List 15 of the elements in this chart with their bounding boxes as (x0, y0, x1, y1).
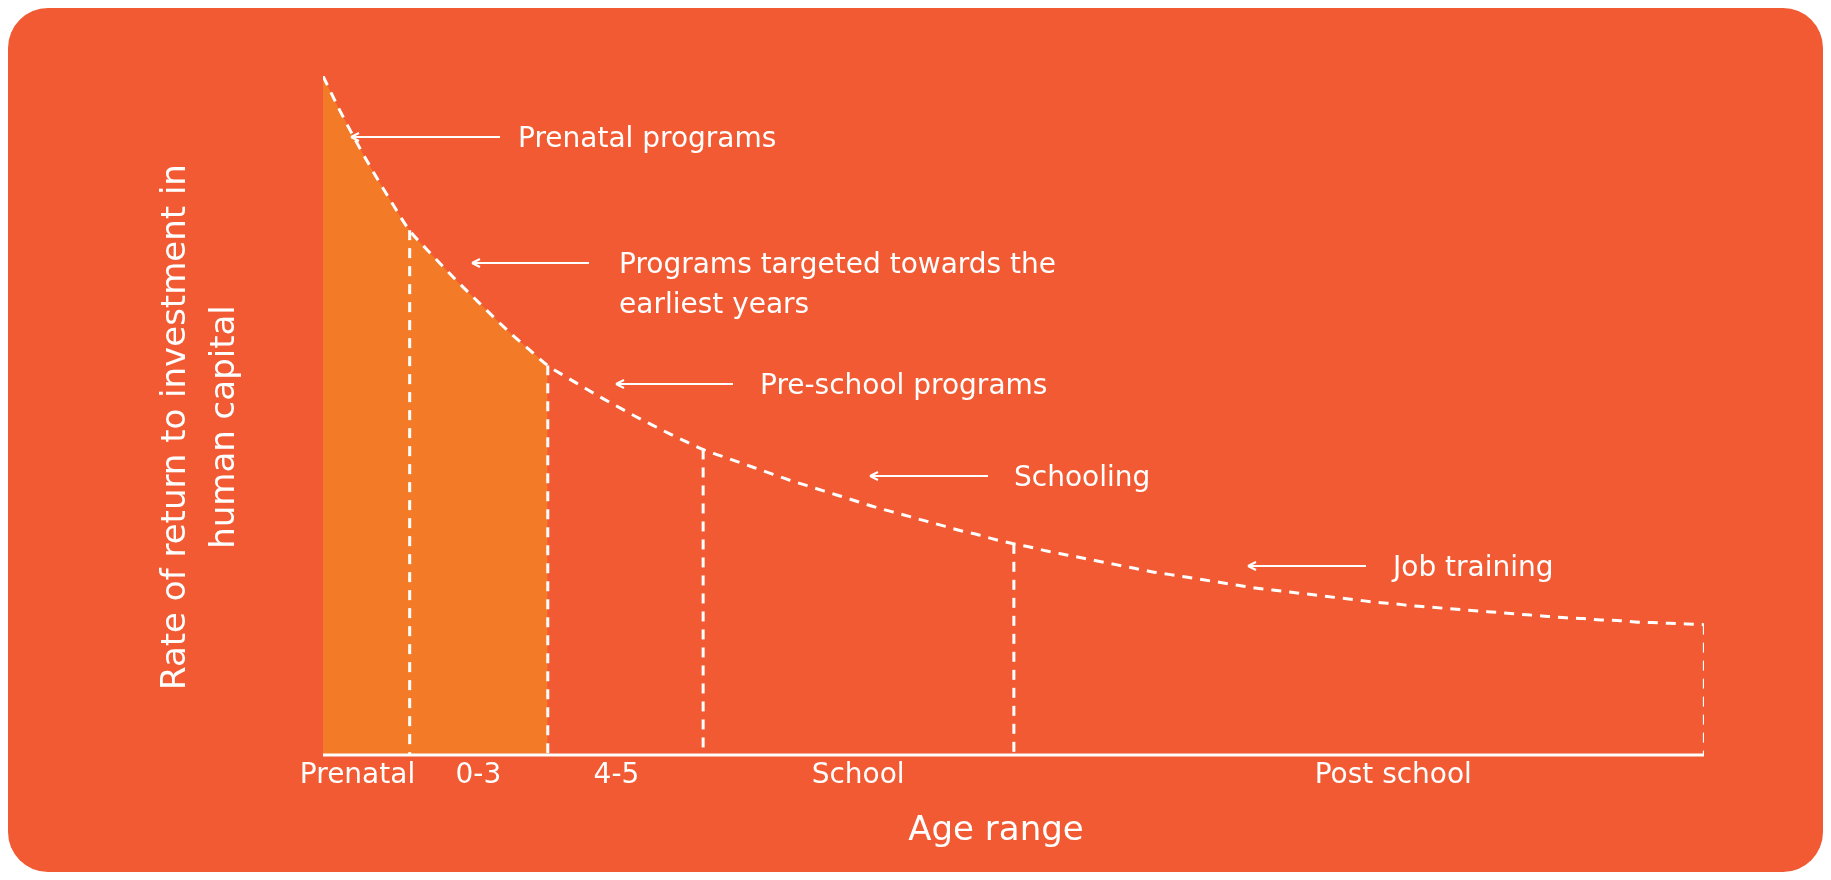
x-tick-label: Post school (1314, 756, 1472, 790)
x-tick-label: School (811, 756, 905, 790)
annotation: Prenatal programs (518, 120, 777, 156)
y-axis-title: Rate of return to investment in human capital (152, 163, 243, 692)
annotation: Programs targeted towards the earliest years (619, 246, 1058, 322)
x-tick-label: 0-3 (455, 756, 502, 790)
x-axis-title: Age range (907, 808, 1085, 848)
x-tick-label: Prenatal (299, 756, 416, 790)
bar (1012, 543, 1016, 755)
bar (408, 230, 412, 755)
annotation: Job training (1393, 549, 1554, 585)
annotation: Pre-school programs (760, 367, 1048, 403)
annotation: Schooling (1014, 459, 1151, 495)
bar (546, 365, 550, 755)
x-tick-label: 4-5 (593, 756, 640, 790)
